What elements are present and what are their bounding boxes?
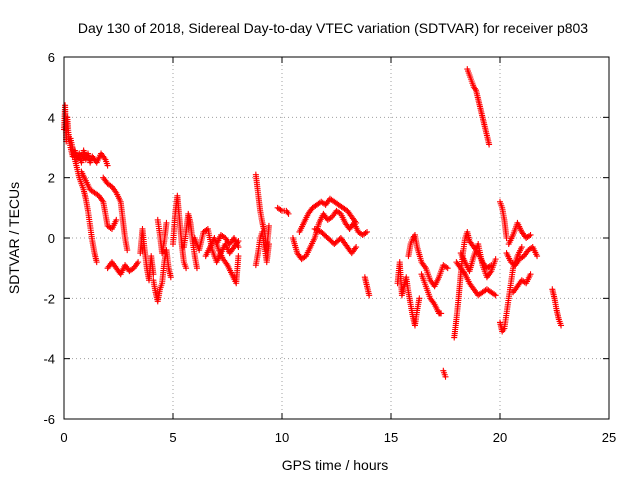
- grid-lines: [64, 57, 609, 419]
- data-point: [193, 265, 200, 272]
- x-axis-label: GPS time / hours: [282, 457, 389, 473]
- data-point: [442, 373, 449, 380]
- data-point: [518, 244, 525, 251]
- data-point: [558, 322, 565, 329]
- data-point: [527, 271, 534, 278]
- data-point: [492, 256, 499, 263]
- data-point: [285, 210, 292, 217]
- data-point: [235, 244, 242, 251]
- data-point: [113, 216, 120, 223]
- data-point: [265, 241, 272, 248]
- data-point: [527, 231, 534, 238]
- y-tick-label: -4: [43, 352, 55, 367]
- data-points: [61, 66, 565, 380]
- data-point: [135, 259, 142, 266]
- y-axis-label: SDTVAR / TECUs: [6, 182, 22, 294]
- data-point: [438, 310, 445, 317]
- y-tick-label: -6: [43, 412, 55, 427]
- x-tick-label: 20: [493, 430, 507, 445]
- data-point: [183, 265, 190, 272]
- data-point: [163, 219, 170, 226]
- data-point: [167, 274, 174, 281]
- data-point: [353, 244, 360, 251]
- data-point: [534, 253, 541, 260]
- y-tick-label: -2: [43, 291, 55, 306]
- data-point: [284, 209, 291, 216]
- plot-frame: [63, 56, 610, 420]
- x-tick-label: 10: [275, 430, 289, 445]
- data-point: [124, 247, 131, 254]
- x-tick-label: 5: [169, 430, 176, 445]
- data-point: [503, 235, 510, 241]
- y-tick-label: 2: [48, 171, 55, 186]
- data-point: [353, 219, 360, 226]
- data-point: [444, 265, 451, 272]
- x-tick-label: 0: [60, 430, 67, 445]
- data-point: [416, 295, 423, 302]
- data-point: [364, 228, 371, 235]
- y-tick-label: 6: [48, 50, 55, 65]
- data-point: [366, 292, 373, 299]
- data-point: [93, 259, 100, 266]
- data-point: [486, 141, 493, 148]
- y-tick-label: 0: [48, 231, 55, 246]
- x-tick-label: 25: [602, 430, 616, 445]
- x-tick-label: 15: [384, 430, 398, 445]
- data-point: [104, 162, 111, 169]
- y-tick-label: 4: [48, 110, 55, 125]
- data-point: [235, 253, 242, 260]
- data-point: [150, 271, 157, 278]
- data-point: [492, 292, 499, 299]
- chart-title: Day 130 of 2018, Sidereal Day-to-day VTE…: [78, 20, 588, 36]
- data-point: [265, 222, 272, 229]
